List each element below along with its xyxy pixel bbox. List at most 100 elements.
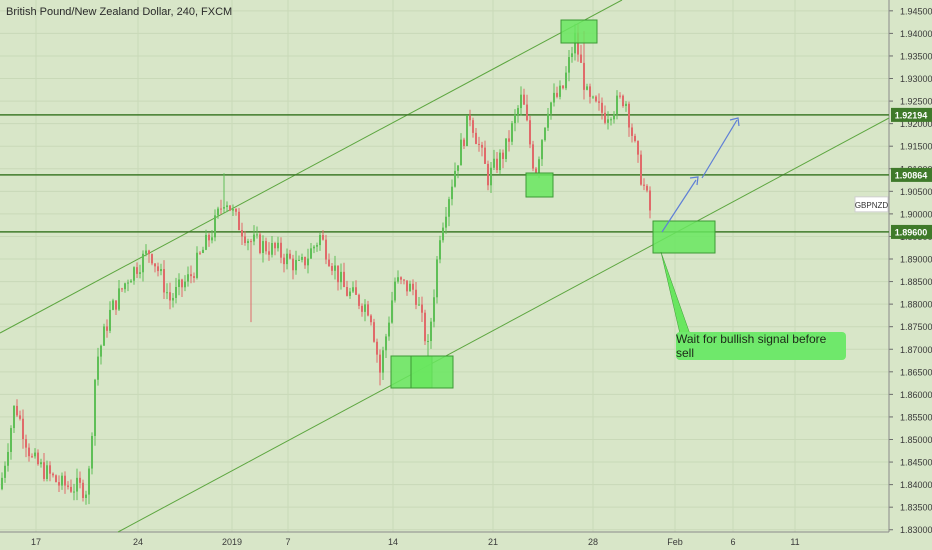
candle-body [472, 120, 474, 133]
y-tick-label: 1.85000 [900, 435, 932, 445]
candle-body [514, 114, 516, 124]
candle-body [523, 94, 525, 105]
candle-body [511, 123, 513, 142]
candle-body [337, 265, 339, 283]
candle-body [196, 252, 198, 278]
candle-body [40, 462, 42, 465]
y-tick-label: 1.88500 [900, 277, 932, 287]
candle-body [532, 144, 534, 169]
candle-body [547, 113, 549, 128]
candle-body [598, 101, 600, 103]
candle-body [49, 465, 51, 474]
candle-body [85, 494, 87, 498]
candle-body [364, 304, 366, 312]
candle-body [262, 241, 264, 253]
candle-body [10, 428, 12, 452]
candle-body [166, 292, 168, 294]
candle-body [316, 245, 318, 247]
candle-body [469, 115, 471, 121]
candle-body [88, 468, 90, 495]
zone-top[interactable] [560, 19, 598, 44]
x-tick-label: 24 [133, 537, 143, 547]
candle-body [550, 102, 552, 114]
projection-arrowhead-2 [729, 117, 740, 127]
annotation-callout[interactable]: Wait for bullish signal before sell [676, 332, 846, 360]
candle-body [544, 127, 546, 141]
candle-body [163, 269, 165, 293]
x-tick-label: 28 [588, 537, 598, 547]
level-price-label: 1.92194 [895, 110, 928, 120]
candle-body [226, 205, 228, 208]
candle-body [271, 243, 273, 255]
candle-body [79, 477, 81, 483]
candle-body [19, 415, 21, 419]
candle-body [277, 242, 279, 249]
candle-body [433, 297, 435, 322]
candle-body [379, 354, 381, 373]
candle-body [421, 304, 423, 313]
candle-body [538, 159, 540, 174]
level-price-label-bg [891, 107, 932, 122]
candle-body [601, 102, 603, 113]
candle-body [187, 274, 189, 282]
candle-body [559, 85, 561, 97]
candle-body [340, 271, 342, 283]
candle-body [139, 272, 141, 274]
projection-arrow-2[interactable] [701, 119, 738, 179]
candle-body [631, 127, 633, 136]
candle-body [424, 312, 426, 342]
candle-body [157, 266, 159, 272]
candle-body [463, 139, 465, 147]
candle-body [505, 138, 507, 159]
candle-body [526, 104, 528, 121]
x-tick-label: 21 [488, 537, 498, 547]
candle-body [55, 475, 57, 483]
y-tick-label: 1.93000 [900, 74, 932, 84]
zone-left-b[interactable] [410, 355, 454, 389]
candle-body [301, 256, 303, 260]
candle-body [583, 62, 585, 90]
candle-body [415, 289, 417, 305]
candle-body [643, 184, 645, 186]
candle-body [256, 234, 258, 236]
candle-body [445, 216, 447, 228]
candle-body [361, 305, 363, 312]
y-tick-label: 1.84000 [900, 480, 932, 490]
y-tick-label: 1.90500 [900, 187, 932, 197]
candle-body [487, 163, 489, 186]
candle-body [493, 158, 495, 168]
y-tick-label: 1.90000 [900, 209, 932, 219]
zone-current[interactable] [652, 220, 716, 254]
candle-body [229, 205, 231, 211]
candle-body [16, 405, 18, 416]
projection-arrow-1[interactable] [661, 179, 697, 233]
zone-mid[interactable] [525, 172, 554, 198]
lower-channel-line[interactable] [117, 117, 890, 533]
candle-body [232, 208, 234, 211]
candle-body [151, 254, 153, 264]
candle-body [610, 119, 612, 121]
candle-body [628, 103, 630, 128]
candle-body [634, 135, 636, 142]
candle-body [214, 215, 216, 238]
level-price-label: 1.90864 [895, 170, 928, 180]
candle-body [562, 85, 564, 89]
candle-body [118, 288, 120, 310]
candle-body [181, 279, 183, 288]
candle-body [1, 477, 3, 490]
candle-body [304, 256, 306, 266]
candle-body [298, 259, 300, 261]
candle-body [649, 190, 651, 211]
x-tick-label: 11 [790, 537, 799, 547]
candle-body [355, 287, 357, 295]
upper-channel-line[interactable] [0, 0, 623, 334]
candle-body [502, 152, 504, 159]
candle-body [199, 252, 201, 254]
candle-body [352, 287, 354, 292]
candle-body [328, 259, 330, 267]
candle-body [553, 92, 555, 103]
y-tick-label: 1.84500 [900, 458, 932, 468]
candle-body [82, 482, 84, 498]
